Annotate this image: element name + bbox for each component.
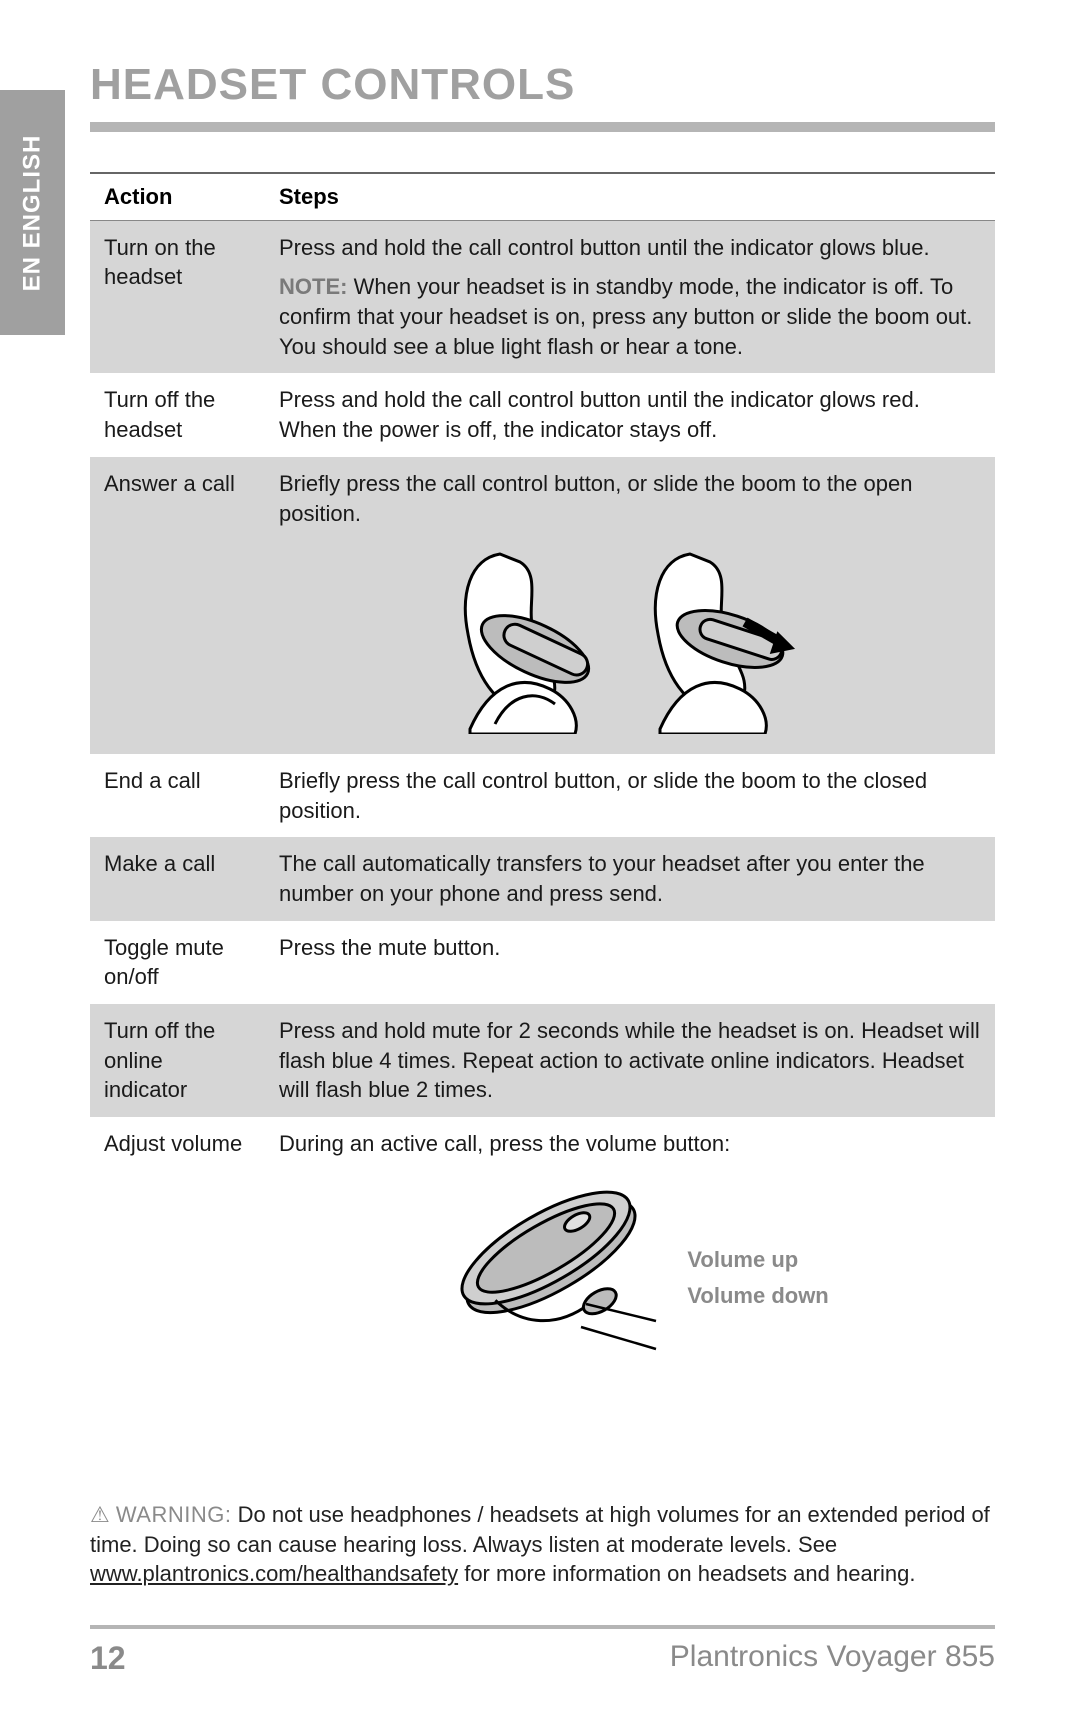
- product-name: Plantronics Voyager 855: [670, 1640, 995, 1674]
- cell-action: End a call: [90, 754, 265, 837]
- cell-action: Toggle mute on/off: [90, 921, 265, 1004]
- cell-action: Make a call: [90, 837, 265, 920]
- warning-icon: ⚠: [90, 1502, 110, 1527]
- ear-illustration: [440, 534, 820, 734]
- warning-label: WARNING:: [116, 1502, 232, 1527]
- cell-action: Adjust volume: [90, 1117, 265, 1398]
- table-row: Turn off the headset Press and hold the …: [90, 373, 995, 456]
- language-tab-label: EN ENGLISH: [19, 134, 47, 291]
- cell-steps: Press and hold the call control button u…: [265, 220, 995, 373]
- cell-steps: Press the mute button.: [265, 921, 995, 1004]
- col-steps: Steps: [265, 173, 995, 220]
- volume-up-label: Volume up: [687, 1242, 828, 1277]
- table-row: Adjust volume During an active call, pre…: [90, 1117, 995, 1398]
- cell-action: Answer a call: [90, 457, 265, 754]
- table-row: Answer a call Briefly press the call con…: [90, 457, 995, 754]
- col-action: Action: [90, 173, 265, 220]
- warning-text-after: for more information on headsets and hea…: [458, 1561, 915, 1586]
- volume-down-label: Volume down: [687, 1278, 828, 1313]
- cell-action: Turn off the online indicator: [90, 1004, 265, 1117]
- controls-table: Action Steps Turn on the headset Press a…: [90, 172, 995, 1398]
- page-content: HEADSET CONTROLS Action Steps Turn on th…: [90, 60, 995, 1398]
- volume-illustration: [431, 1169, 691, 1387]
- cell-steps: Press and hold mute for 2 seconds while …: [265, 1004, 995, 1117]
- cell-steps: The call automatically transfers to your…: [265, 837, 995, 920]
- note-label: NOTE:: [279, 274, 347, 299]
- page-title: HEADSET CONTROLS: [90, 60, 995, 110]
- table-row: Make a call The call automatically trans…: [90, 837, 995, 920]
- cell-action: Turn on the headset: [90, 220, 265, 373]
- table-row: Toggle mute on/off Press the mute button…: [90, 921, 995, 1004]
- cell-steps: Press and hold the call control button u…: [265, 373, 995, 456]
- table-row: Turn on the headset Press and hold the c…: [90, 220, 995, 373]
- cell-action: Turn off the headset: [90, 373, 265, 456]
- table-row: Turn off the online indicator Press and …: [90, 1004, 995, 1117]
- note-text: When your headset is in standby mode, th…: [279, 274, 972, 358]
- cell-steps: During an active call, press the volume …: [265, 1117, 995, 1398]
- cell-steps: Briefly press the call control button, o…: [265, 754, 995, 837]
- warning-link[interactable]: www.plantronics.com/healthandsafety: [90, 1561, 458, 1586]
- language-tab: EN ENGLISH: [0, 90, 65, 335]
- cell-steps: Briefly press the call control button, o…: [265, 457, 995, 754]
- table-row: End a call Briefly press the call contro…: [90, 754, 995, 837]
- volume-labels: Volume up Volume down: [687, 1242, 828, 1312]
- title-rule: [90, 122, 995, 132]
- footer-rule: [90, 1625, 995, 1629]
- warning-block: ⚠ WARNING: Do not use headphones / heads…: [90, 1500, 995, 1589]
- page-number: 12: [90, 1640, 126, 1677]
